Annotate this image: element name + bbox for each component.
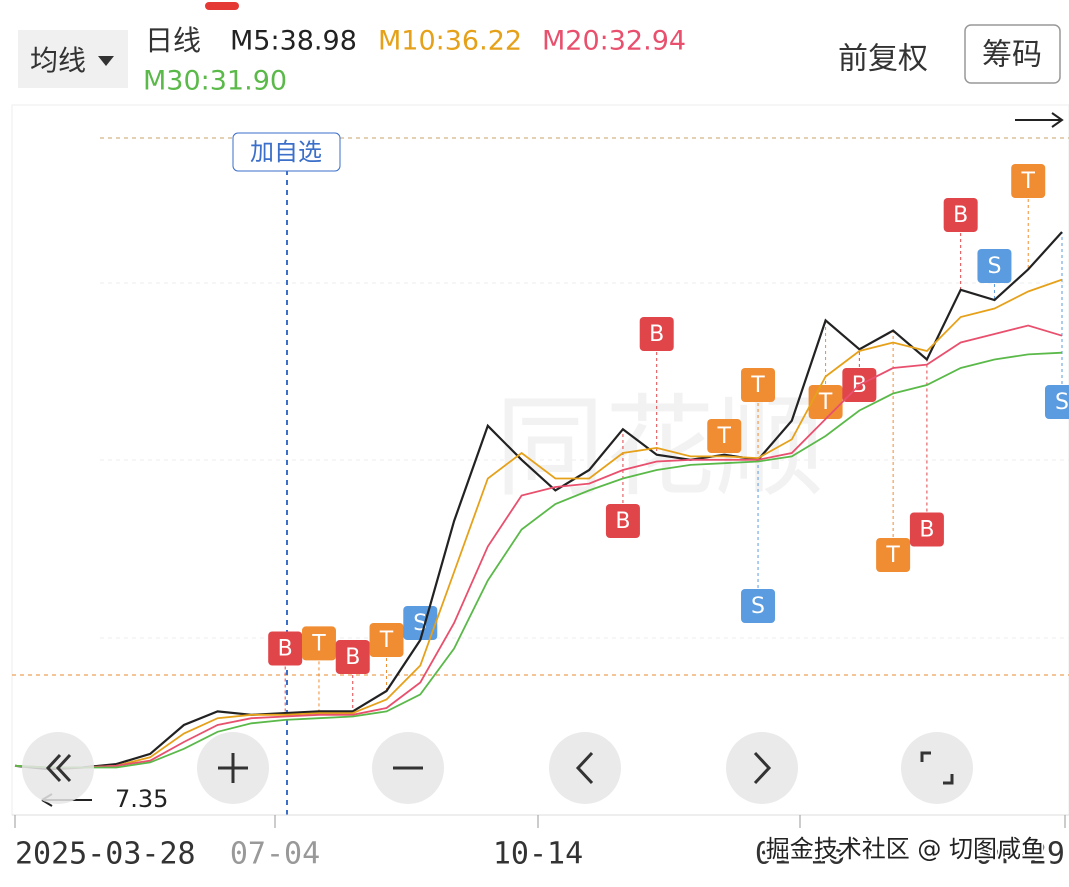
icon: [753, 751, 772, 785]
trade-mark: [268, 631, 303, 666]
x-tick-label: 07-04: [230, 837, 320, 872]
ma-label: M10:36.22: [378, 26, 522, 57]
icon: [45, 753, 72, 783]
x-tick-label: 2025-03-28: [15, 837, 196, 872]
trade-mark-label: B: [919, 518, 934, 543]
trade-mark: [335, 640, 370, 674]
x-tick-label: 04-29: [975, 837, 1065, 872]
prev-button[interactable]: [549, 732, 621, 804]
dropdown-arrow: [98, 56, 114, 66]
trade-mark: [403, 606, 438, 640]
x-axis-labels: 2025-03-28 07-04 10-14 01-16 04-29: [14, 815, 1066, 872]
period-label: 日线: [145, 24, 201, 57]
trade-mark-label: S: [987, 254, 1001, 279]
trade-mark: [1045, 385, 1069, 419]
trade-mark: [741, 368, 776, 402]
tab-indicator: [205, 2, 239, 10]
trade-mark: [1011, 164, 1046, 198]
next-button[interactable]: [726, 732, 798, 804]
tag-label[interactable]: 加自选: [250, 138, 322, 166]
trade-mark-label: T: [818, 390, 833, 415]
low-label: 7.35: [115, 785, 168, 813]
trade-mark-label: T: [311, 631, 326, 656]
ma-label: M30:31.90: [143, 66, 287, 97]
tag-box[interactable]: [232, 132, 341, 172]
trade-mark-label: B: [278, 637, 293, 662]
icon: [575, 751, 594, 785]
trade-mark-label: B: [649, 322, 664, 347]
trade-mark: [605, 504, 640, 538]
trade-mark: [977, 249, 1012, 283]
trade-mark-label: T: [1020, 169, 1035, 194]
ma-button-label[interactable]: 均线: [30, 44, 86, 77]
ma-label: M20:32.94: [542, 26, 686, 57]
trade-mark: [301, 626, 336, 661]
trade-mark-label: B: [615, 509, 630, 534]
watermark: 同花顺: [495, 383, 825, 511]
ma-line: [14, 351, 1063, 769]
trade-mark-label: T: [750, 373, 765, 398]
chips-button[interactable]: [964, 24, 1061, 84]
controls: [22, 732, 973, 804]
trade-mark: [909, 512, 944, 547]
trade-mark: [741, 589, 776, 623]
fullscreen-button[interactable]: [901, 732, 973, 804]
ma-line: [14, 231, 1063, 771]
x-tick-label: 01-16: [755, 837, 845, 872]
trade-mark: [639, 317, 674, 351]
trade-mark-label: S: [751, 594, 765, 619]
chips-label[interactable]: 筹码: [982, 38, 1042, 73]
icon: [920, 751, 954, 785]
trade-mark: [369, 623, 404, 657]
trade-mark: [943, 198, 978, 232]
trade-mark-label: S: [1055, 390, 1069, 415]
adjust-label[interactable]: 前复权: [838, 42, 928, 77]
trade-mark-label: B: [953, 203, 968, 228]
trade-mark: [707, 419, 742, 453]
trade-mark: [876, 538, 911, 572]
trade-mark-label: T: [379, 628, 394, 653]
ma-line: [14, 278, 1063, 769]
ma-line: [14, 324, 1063, 769]
x-tick-label: 10-14: [493, 837, 583, 872]
trade-mark-label: T: [717, 424, 732, 449]
trade-mark-label: T: [885, 543, 900, 568]
icon: [218, 753, 248, 783]
high-arrow: [1015, 112, 1064, 128]
trade-mark-label: B: [345, 645, 360, 670]
ma-label: M5:38.98: [230, 26, 357, 57]
credit: 掘金技术社区 @ 切图咸鱼: [766, 835, 1045, 863]
